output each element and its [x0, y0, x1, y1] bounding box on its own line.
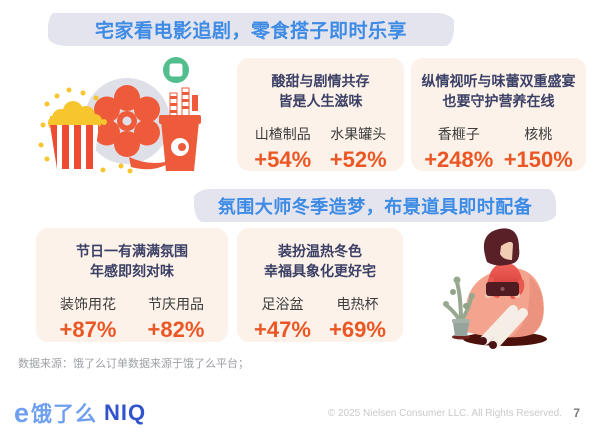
stat-label: 水果罐头 — [330, 125, 387, 142]
stat-label: 装饰用花 — [59, 295, 116, 312]
eleme-logo-text: 饿了么 — [31, 403, 98, 426]
stat-value: +54% — [254, 146, 312, 172]
stat-value: +82% — [147, 316, 205, 342]
headline-line1: 装扮温热冬色 — [278, 243, 362, 259]
headline-line1: 纵情视听与味蕾双重盛宴 — [421, 73, 576, 89]
stat-item: 装饰用花 +87% — [60, 294, 117, 343]
drink-cup-icon — [159, 87, 201, 171]
media-stop-icon — [163, 57, 189, 83]
headline-line1: 节日一有满满氛围 — [76, 243, 188, 259]
card-headline: 装扮温热冬色 幸福具象化更好宅 — [237, 241, 403, 282]
stat-value: +52% — [329, 146, 387, 172]
stat-card-hawthorn-fruit: 酸甜与剧情共存 皆是人生滋味 山楂制品 +54% 水果罐头 +52% — [237, 58, 404, 173]
plant-icon — [443, 276, 475, 340]
stat-value: +150% — [503, 146, 573, 172]
stat-label: 香榧子 — [437, 125, 480, 142]
headline-line2: 幸福具象化更好宅 — [264, 263, 376, 280]
card-headline: 纵情视听与味蕾双重盛宴 也要守护营养在线 — [411, 71, 586, 112]
stat-item: 足浴盆 +47% — [254, 294, 311, 343]
section-title-movie-snacks: 宅家看电影追剧，零食搭子即时乐享 — [48, 13, 454, 46]
card-headline: 节日一有满满氛围 年感即刻对味 — [36, 241, 228, 282]
stat-label: 节庆用品 — [147, 295, 204, 312]
data-source-note: 数据来源：饿了么订单数据来源于饿了么平台； — [18, 358, 249, 370]
film-reel-icon — [84, 78, 175, 170]
headline-line2: 年感即刻对味 — [90, 263, 174, 280]
page-number: 7 — [573, 406, 580, 420]
stat-item: 香榧子 +248% — [424, 124, 493, 173]
stat-value: +248% — [424, 146, 494, 172]
logo-row: e 饿了么 NIQ — [14, 397, 146, 429]
stat-item: 山楂制品 +54% — [254, 124, 311, 173]
stat-label: 核桃 — [524, 125, 553, 142]
movie-snacks-illustration — [38, 57, 201, 174]
stat-value: +87% — [59, 316, 117, 342]
woman-laptop-figure — [479, 228, 528, 349]
stat-label: 山楂制品 — [254, 125, 311, 142]
headline-line2: 也要守护营养在线 — [442, 93, 555, 110]
section-title-text: 宅家看电影追剧，零食搭子即时乐享 — [94, 21, 407, 42]
stat-item: 核桃 +150% — [504, 124, 573, 173]
headline-line2: 皆是人生滋味 — [278, 93, 363, 110]
niq-logo-text: NIQ — [104, 400, 147, 425]
stat-item: 节庆用品 +82% — [148, 294, 205, 343]
popcorn-icon — [38, 87, 133, 174]
stat-card-festival-decor: 节日一有满满氛围 年感即刻对味 装饰用花 +87% 节庆用品 +82% — [36, 228, 228, 342]
headline-line1: 酸甜与剧情共存 — [271, 73, 370, 89]
stat-value: +69% — [329, 316, 386, 342]
card-headline: 酸甜与剧情共存 皆是人生滋味 — [237, 71, 404, 112]
section-title-text: 氛围大师冬季造梦，布景道具即时配备 — [217, 196, 533, 217]
stat-label: 足浴盆 — [261, 295, 304, 312]
stat-card-warm-winter: 装扮温热冬色 幸福具象化更好宅 足浴盆 +47% 电热杯 +69% — [237, 228, 403, 342]
stat-label: 电热杯 — [336, 295, 379, 312]
cozy-home-illustration — [443, 228, 547, 349]
stat-value: +47% — [254, 316, 311, 342]
section-title-winter-props: 氛围大师冬季造梦，布景道具即时配备 — [194, 189, 556, 222]
stat-item: 水果罐头 +52% — [330, 124, 387, 173]
stat-item: 电热杯 +69% — [329, 294, 386, 343]
stat-card-nuts: 纵情视听与味蕾双重盛宴 也要守护营养在线 香榧子 +248% 核桃 +150% — [411, 58, 586, 173]
eleme-logo-icon: e — [14, 397, 30, 428]
copyright-text: © 2025 Nielsen Consumer LLC. All Rights … — [327, 408, 562, 419]
